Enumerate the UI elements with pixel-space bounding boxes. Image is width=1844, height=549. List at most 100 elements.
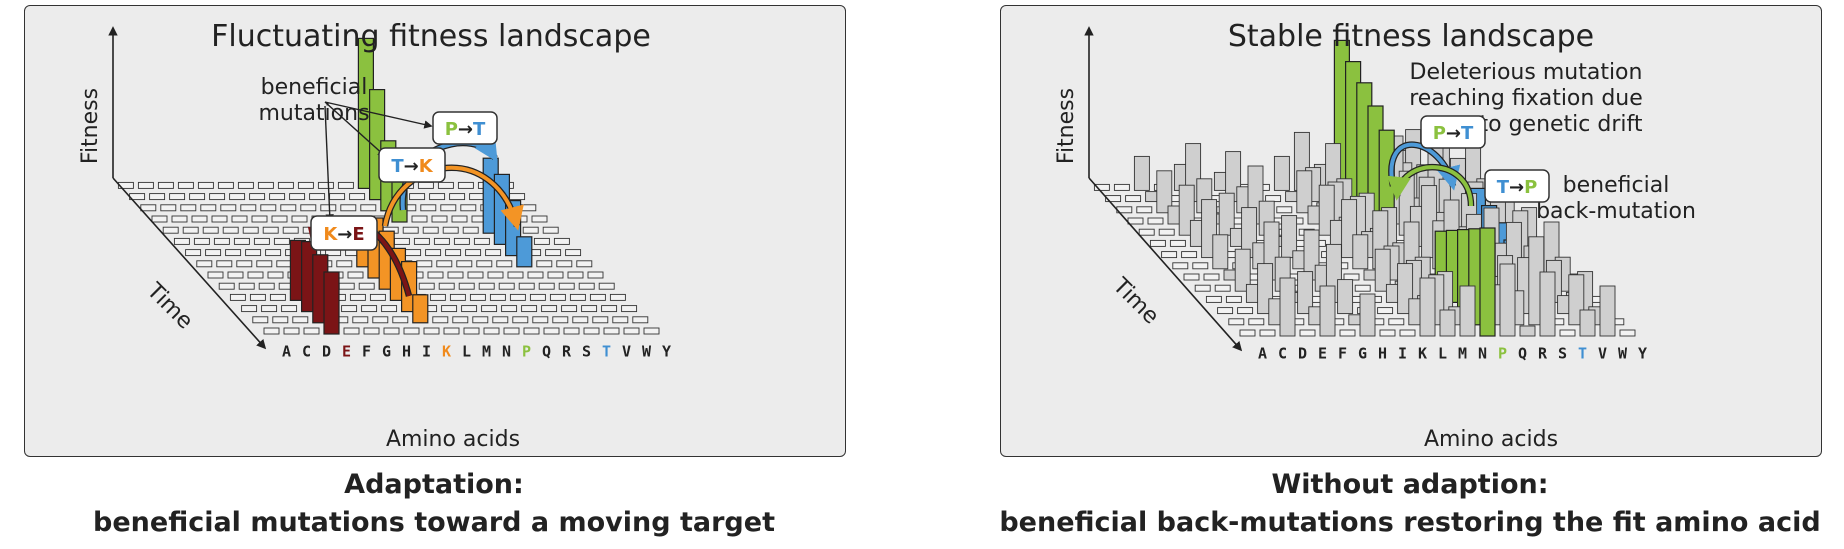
left-cell-2-16 — [561, 305, 578, 313]
left-cell-6-12 — [436, 260, 453, 268]
left-cell-7-0 — [185, 249, 202, 257]
left-caption-line2: beneficial mutations toward a moving tar… — [93, 507, 775, 538]
right-cell-10-0 — [1127, 217, 1144, 225]
left-cell-11-8 — [300, 204, 317, 212]
left-cell-9-14 — [442, 226, 459, 234]
left-cell-11-9 — [320, 204, 337, 212]
right-cell-11-2 — [1156, 170, 1173, 214]
left-cell-0-6 — [383, 327, 400, 335]
left-cell-6-17 — [536, 260, 553, 268]
left-fitness-label: Fitness — [78, 88, 103, 164]
left-cell-13-10 — [317, 181, 334, 189]
left-cell-13-7 — [257, 181, 274, 189]
right-cell-5-1 — [1203, 273, 1220, 281]
right-cell-0-15 — [1539, 271, 1556, 337]
right-cell-4-9 — [1374, 248, 1391, 292]
left-cell-10-6 — [271, 215, 288, 223]
left-bar-1-8 — [412, 294, 429, 324]
right-mut-pt-to: T — [1461, 123, 1474, 144]
right-caption: Without adaption: beneficial back-mutati… — [950, 466, 1844, 542]
left-cell-9-13 — [422, 226, 439, 234]
right-aa-I: I — [1398, 345, 1407, 363]
left-caption-line1: Adaptation: — [344, 469, 524, 500]
right-cell-0-4 — [1319, 285, 1336, 337]
right-aa-W: W — [1618, 345, 1628, 363]
right-mut-pt-from: P — [1433, 123, 1446, 144]
left-cell-3-0 — [229, 293, 246, 301]
left-cell-4-10 — [418, 282, 435, 290]
left-cell-5-12 — [447, 271, 464, 279]
left-cell-12-7 — [269, 193, 286, 201]
right-cell-12-8 — [1265, 195, 1282, 203]
left-cell-1-17 — [592, 316, 609, 324]
right-time-label: Time — [1107, 273, 1163, 329]
right-cell-11-9 — [1296, 170, 1313, 214]
right-fitness-bars — [1133, 39, 1616, 337]
right-aa-P: P — [1498, 345, 1507, 363]
left-cell-3-18 — [589, 293, 606, 301]
left-cell-12-11 — [349, 193, 366, 201]
left-cell-5-13 — [467, 271, 484, 279]
left-cell-9-19 — [542, 226, 559, 234]
left-cell-13-0 — [117, 181, 134, 189]
left-cell-3-11 — [449, 293, 466, 301]
left-cell-9-5 — [262, 226, 279, 234]
left-cell-1-11 — [472, 316, 489, 324]
right-aa-A: A — [1258, 345, 1267, 363]
left-cell-12-9 — [309, 193, 326, 201]
left-cell-11-5 — [240, 204, 257, 212]
left-cell-4-14 — [498, 282, 515, 290]
left-cell-1-16 — [572, 316, 589, 324]
left-cell-1-5 — [352, 316, 369, 324]
left-cell-6-0 — [196, 260, 213, 268]
left-cell-11-11 — [360, 204, 377, 212]
left-annotation-line2: mutations — [258, 101, 369, 126]
right-cell-11-8 — [1276, 206, 1293, 214]
left-aa-T: T — [602, 343, 611, 361]
left-cell-2-13 — [501, 305, 518, 313]
left-cell-0-7 — [403, 327, 420, 335]
right-cell-5-8 — [1343, 273, 1360, 281]
left-cell-2-0 — [241, 305, 258, 313]
left-cell-11-16 — [460, 204, 477, 212]
svg-text:T→P: T→P — [1497, 177, 1538, 198]
left-cell-1-19 — [632, 316, 649, 324]
left-cell-4-15 — [518, 282, 535, 290]
left-title: Fluctuating fitness landscape — [211, 19, 651, 54]
left-cell-10-3 — [211, 215, 228, 223]
right-cell-0-11 — [1459, 285, 1476, 337]
left-cell-6-4 — [276, 260, 293, 268]
right-cell-9-0 — [1138, 228, 1155, 236]
left-caption: Adaptation: beneficial mutations toward … — [0, 466, 894, 542]
right-cell-3-0 — [1205, 295, 1222, 303]
left-cell-4-1 — [238, 282, 255, 290]
left-cell-7-4 — [265, 249, 282, 257]
left-cell-9-4 — [242, 226, 259, 234]
left-cell-7-14 — [465, 249, 482, 257]
left-cell-7-12 — [425, 249, 442, 257]
left-cell-11-10 — [340, 204, 357, 212]
left-aa-K: K — [442, 343, 451, 361]
left-cell-8-4 — [253, 237, 270, 245]
svg-text:K→E: K→E — [323, 224, 364, 245]
left-cell-8-15 — [473, 237, 490, 245]
left-cell-8-5 — [273, 237, 290, 245]
left-aa-E: E — [342, 343, 351, 361]
left-cell-10-4 — [231, 215, 248, 223]
right-caption-line2: beneficial back-mutations restoring the … — [999, 507, 1821, 538]
left-cell-6-15 — [496, 260, 513, 268]
right-aa-D: D — [1298, 345, 1307, 363]
left-cell-5-18 — [567, 271, 584, 279]
right-cell-2-0 — [1217, 307, 1234, 315]
left-cell-8-2 — [213, 237, 230, 245]
svg-text:P→T: P→T — [445, 119, 486, 140]
right-cell-12-0 — [1105, 195, 1122, 203]
left-cell-7-15 — [485, 249, 502, 257]
svg-text:P→T: P→T — [1433, 123, 1474, 144]
left-aa-Y: Y — [662, 343, 671, 361]
left-cell-0-17 — [603, 327, 620, 335]
left-cell-8-13 — [433, 237, 450, 245]
right-cell-1-8 — [1388, 318, 1405, 326]
left-cell-11-7 — [280, 204, 297, 212]
left-cell-8-0 — [173, 237, 190, 245]
